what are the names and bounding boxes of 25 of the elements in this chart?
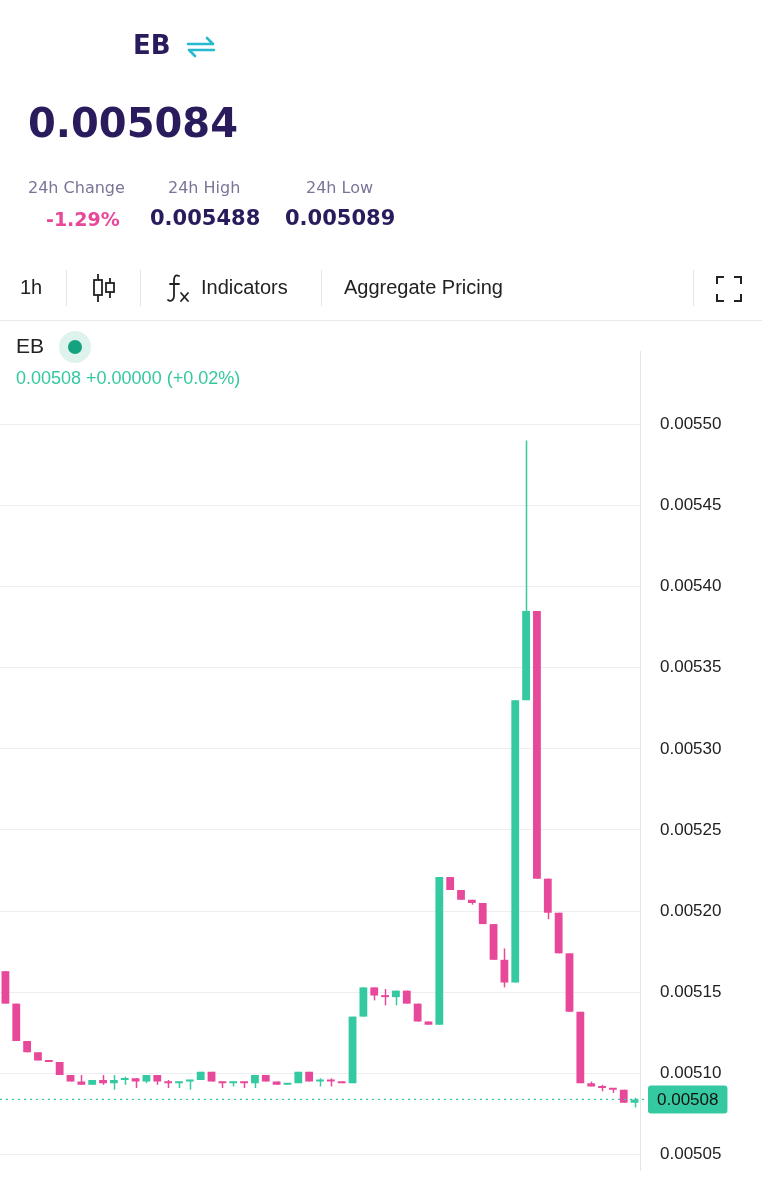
text: 24h Low xyxy=(306,178,374,197)
y-tick-label: 0.00520 xyxy=(660,900,722,920)
text: Aggregate Pricing xyxy=(344,276,503,299)
candlestick xyxy=(500,947,509,989)
y-tick-label: 0.00535 xyxy=(660,657,722,677)
y-tick-label: 0.00510 xyxy=(660,1063,722,1083)
chart-subtitle: 0.005084 xyxy=(28,100,239,146)
annotation: 0.00508 +0.00000 (+0.02%) xyxy=(16,368,241,389)
y-tick-label: 0.00530 xyxy=(660,738,722,758)
text: 0.005488 xyxy=(150,206,261,230)
y-tick-label: 0.00550 xyxy=(660,413,722,433)
annotation: EB xyxy=(16,334,45,358)
text: 1h xyxy=(20,276,43,299)
text: 0.005089 xyxy=(285,206,396,230)
y-tick-label: 0.00540 xyxy=(660,576,722,596)
y-tick-label: 0.00515 xyxy=(660,981,722,1001)
text: 24h Change xyxy=(28,178,125,197)
chart-title: EB xyxy=(133,30,171,60)
text: -1.29% xyxy=(46,208,120,230)
y-tick-label: 0.00505 xyxy=(660,1144,722,1164)
y-tick-label: 0.00545 xyxy=(660,495,722,515)
ref-line-label: 0.00508 xyxy=(657,1090,719,1110)
text: 24h High xyxy=(168,178,241,197)
y-tick-label: 0.00525 xyxy=(660,819,722,839)
text: Indicators xyxy=(201,276,288,299)
